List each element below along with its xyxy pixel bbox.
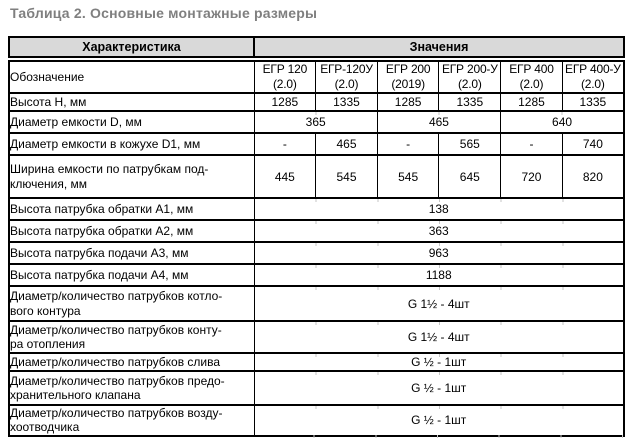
value-cell: G ½ - 1шт [253,404,625,437]
row-label: Диаметр/количество патрубков конту- ра о… [8,320,255,354]
model-cell: ЕГР 400 (2.0) [500,60,563,94]
tick-marks [253,435,623,438]
table-row-drain: Диаметр/количество патрубков слива G ½ -… [8,352,625,372]
value-cell: 365 [253,110,378,134]
model-name: ЕГР 120 [262,62,308,76]
row-label: Диаметр емкости в кожухе D1, мм [8,132,255,156]
table-row-diameter-d: Диаметр емкости D, мм 365 465 640 [8,110,625,134]
row-label: Диаметр/количество патрубков слива [8,352,255,372]
value-cell: - [500,132,563,156]
model-cell: ЕГР-120У (2.0) [315,60,378,94]
value-cell: 1285 [376,92,440,112]
table-row-a3: Высота патрубка подачи А3, мм 963 [8,241,625,265]
model-version: (2.0) [519,77,544,91]
row-label: Высота Н, мм [8,92,255,112]
value-cell: 1188 [253,263,625,287]
value-cell: 138 [253,197,625,221]
header-values: Значения [253,36,625,58]
table-row-a2: Высота патрубка обратки А2, мм 363 [8,219,625,243]
model-version: (2.0) [457,77,482,91]
value-cell: 545 [315,154,378,199]
table-row-air-vent: Диаметр/количество патрубков возду- хоот… [8,404,625,437]
value-cell: 1335 [315,92,378,112]
row-label: Высота патрубка обратки А2, мм [8,219,255,243]
row-label: Ширина емкости по патрубкам под- ключени… [8,154,255,199]
value-cell: 1285 [500,92,563,112]
table-body: Обозначение ЕГР 120 (2.0) ЕГР-120У (2.0)… [8,60,625,437]
model-version: (2.0) [334,77,359,91]
model-cell: ЕГР 120 (2.0) [253,60,317,94]
model-name: ЕГР-120У [320,62,373,76]
row-label: Диаметр/количество патрубков возду- хоот… [8,404,255,437]
table-row-a1: Высота патрубка обратки А1, мм 138 [8,197,625,221]
header-characteristic: Характеристика [8,36,255,58]
value-cell: 720 [500,154,563,199]
table-title: Таблица 2. Основные монтажные размеры [10,5,318,21]
table-row-height-h: Высота Н, мм 1285 1335 1285 1335 1285 13… [8,92,625,112]
value-cell: 465 [315,132,378,156]
value-cell: 640 [500,110,625,134]
value-cell: G ½ - 1шт [253,352,625,372]
model-version: (2.0) [581,77,605,91]
table-row-designation: Обозначение ЕГР 120 (2.0) ЕГР-120У (2.0)… [8,60,625,94]
row-label: Обозначение [8,60,255,94]
row-label: Диаметр/количество патрубков котло- вого… [8,285,255,322]
model-cell: ЕГР 200 (2019) [376,60,440,94]
dimensions-table: Характеристика Значения Обозначение ЕГР … [8,36,625,437]
value-cell: - [253,132,317,156]
model-name: ЕГР 200-У [441,62,498,76]
value-cell: 565 [438,132,502,156]
table-row-safety-valve: Диаметр/количество патрубков предо- хран… [8,370,625,406]
value-cell: 645 [438,154,502,199]
row-label: Высота патрубка подачи А3, мм [8,241,255,265]
table-row-heating-circuit: Диаметр/количество патрубков конту- ра о… [8,320,625,354]
table-header: Характеристика Значения [8,36,625,58]
value-cell: 1335 [561,92,625,112]
row-label: Диаметр емкости D, мм [8,110,255,134]
model-cell: ЕГР 200-У (2.0) [438,60,502,94]
value-cell: 963 [253,241,625,265]
row-label: Диаметр/количество патрубков предо- хран… [8,370,255,406]
value-cell: 1285 [253,92,317,112]
value-cell: - [376,132,440,156]
model-version: (2.0) [272,77,297,91]
value-cell: G ½ - 1шт [253,370,625,406]
value-cell: G 1½ - 4шт [253,320,625,354]
table-row-a4: Высота патрубка подачи А4, мм 1188 [8,263,625,287]
value-cell: 545 [376,154,440,199]
model-version: (2019) [391,77,425,91]
value-cell: 1335 [438,92,502,112]
table-row-width: Ширина емкости по патрубкам под- ключени… [8,154,625,199]
table-header-row: Характеристика Значения [8,36,625,58]
value-cell: 445 [253,154,317,199]
table-row-diameter-d1: Диаметр емкости в кожухе D1, мм - 465 - … [8,132,625,156]
model-name: ЕГР 400-У [565,62,621,76]
row-label: Высота патрубка подачи А4, мм [8,263,255,287]
value-cell: 820 [561,154,625,199]
table-row-boiler-circuit: Диаметр/количество патрубков котло- вого… [8,285,625,322]
model-name: ЕГР 400 [509,62,554,76]
value-cell: 363 [253,219,625,243]
value-cell: G 1½ - 4шт [253,285,625,322]
value-cell: 465 [376,110,502,134]
row-label: Высота патрубка обратки А1, мм [8,197,255,221]
value-cell: 740 [561,132,625,156]
model-cell: ЕГР 400-У (2.0) [561,60,625,94]
model-name: ЕГР 200 [385,62,431,76]
